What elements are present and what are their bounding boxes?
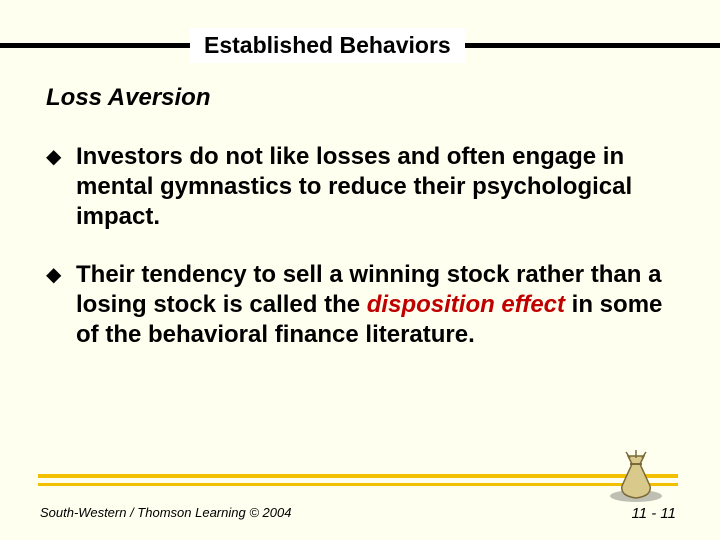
bullet-text-pre: Investors do not like losses and often e… bbox=[76, 143, 632, 230]
money-bag-icon bbox=[600, 446, 672, 504]
content-area: ◆ Investors do not like losses and often… bbox=[46, 142, 680, 378]
title-rule-left bbox=[0, 43, 190, 48]
footer-rule-inner bbox=[38, 483, 678, 486]
bullet-text-highlight: disposition effect bbox=[367, 291, 565, 318]
bullet-text: Their tendency to sell a winning stock r… bbox=[76, 260, 680, 350]
title-bar: Established Behaviors bbox=[0, 28, 720, 63]
slide-subtitle: Loss Aversion bbox=[46, 84, 211, 112]
bullet-item: ◆ Their tendency to sell a winning stock… bbox=[46, 260, 680, 350]
slide-title: Established Behaviors bbox=[190, 28, 465, 63]
bullet-icon: ◆ bbox=[46, 260, 76, 290]
title-rule-right bbox=[465, 43, 720, 48]
footer-page-number: 11 - 11 bbox=[632, 505, 676, 522]
footer-rule-outer bbox=[38, 474, 678, 478]
bullet-item: ◆ Investors do not like losses and often… bbox=[46, 142, 680, 232]
footer-copyright: South-Western / Thomson Learning © 2004 bbox=[40, 505, 291, 520]
bullet-text: Investors do not like losses and often e… bbox=[76, 142, 680, 232]
bullet-icon: ◆ bbox=[46, 142, 76, 172]
